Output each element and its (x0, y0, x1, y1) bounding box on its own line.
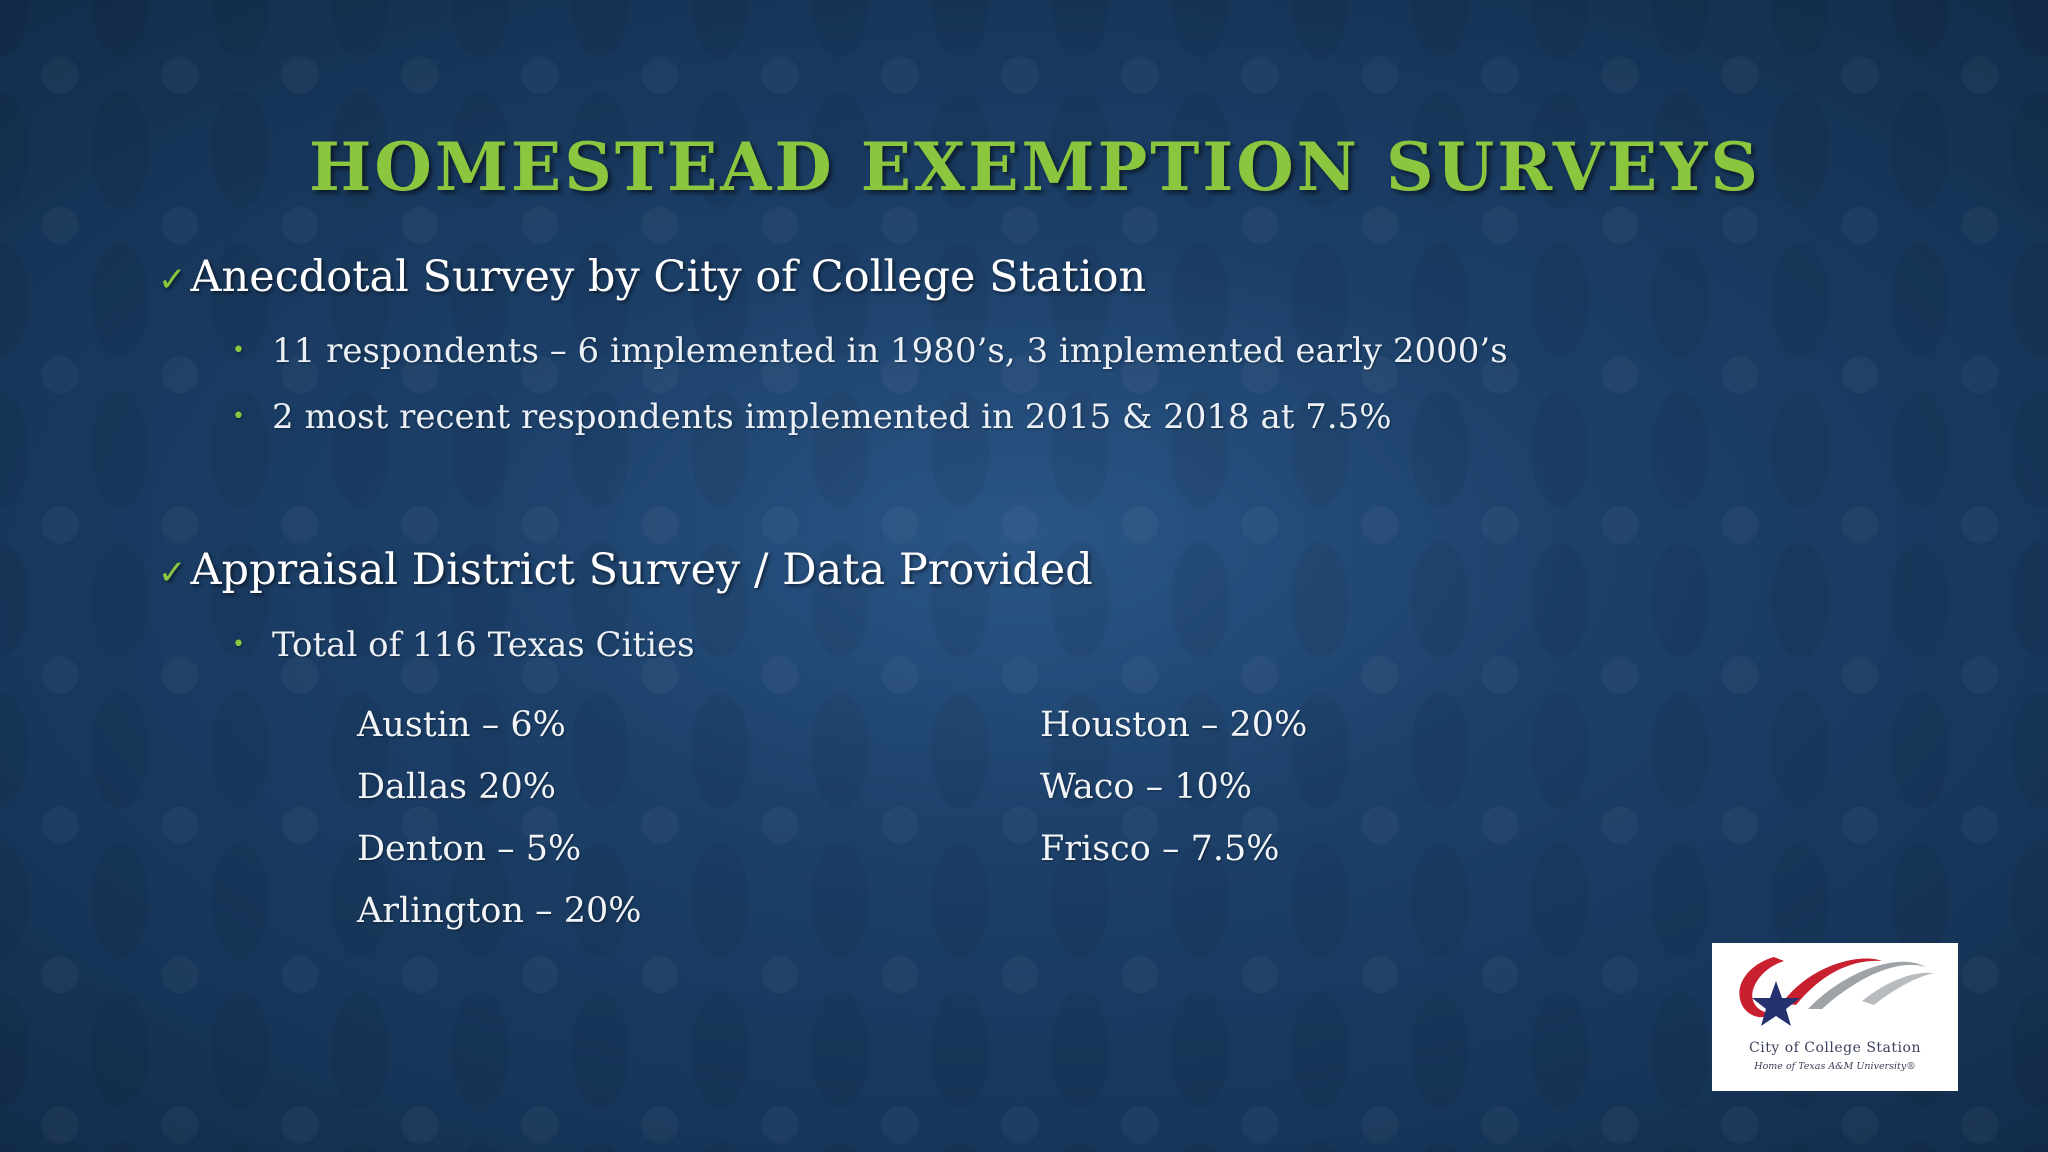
logo-text-tagline: Home of Texas A&M University® (1754, 1061, 1916, 1072)
bullet-dot-icon: • (232, 631, 245, 657)
bullet-dot-icon: • (232, 403, 245, 429)
section-heading-appraisal: ✓Appraisal District Survey / Data Provid… (158, 545, 1093, 595)
bullet-item: • 11 respondents – 6 implemented in 1980’… (232, 331, 1508, 371)
city-rate-houston: Houston – 20% (1040, 705, 1308, 745)
bullet-item: • Total of 116 Texas Cities (232, 625, 695, 665)
logo-text-name: City of College Station (1749, 1040, 1921, 1056)
city-rate-austin: Austin – 6% (357, 705, 566, 745)
bullet-text: Total of 116 Texas Cities (272, 625, 695, 665)
city-rate-waco: Waco – 10% (1040, 767, 1253, 807)
city-rate-dallas: Dallas 20% (357, 767, 557, 807)
bullet-dot-icon: • (232, 337, 245, 363)
city-of-college-station-logo: City of College Station Home of Texas A&… (1712, 943, 1958, 1091)
section-heading-text: Appraisal District Survey / Data Provide… (190, 545, 1093, 595)
section-heading-text: Anecdotal Survey by City of College Stat… (190, 252, 1147, 302)
bullet-text: 11 respondents – 6 implemented in 1980’s… (272, 331, 1508, 371)
city-rate-frisco: Frisco – 7.5% (1040, 829, 1280, 869)
bullet-text: 2 most recent respondents implemented in… (272, 397, 1392, 437)
city-rate-denton: Denton – 5% (357, 829, 582, 869)
section-heading-anecdotal: ✓Anecdotal Survey by City of College Sta… (158, 252, 1146, 302)
city-rate-arlington: Arlington – 20% (357, 891, 642, 931)
bullet-item: • 2 most recent respondents implemented i… (232, 397, 1392, 437)
checkmark-icon: ✓ (158, 553, 187, 593)
checkmark-icon: ✓ (158, 260, 187, 300)
logo-swoosh-star-icon (1739, 957, 1934, 1026)
slide-title: HOMESTEAD EXEMPTION SURVEYS (308, 128, 1761, 206)
